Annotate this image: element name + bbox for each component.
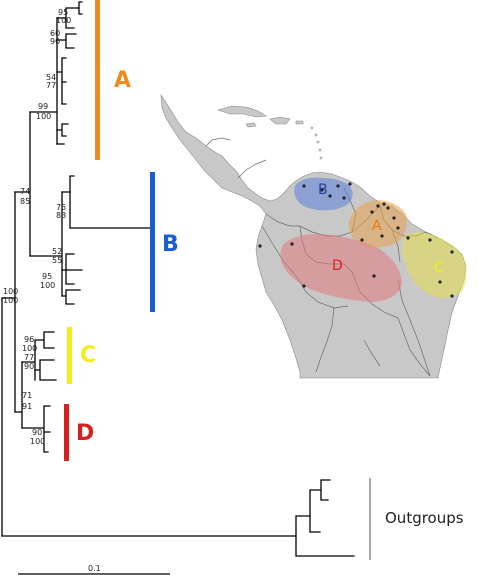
support-label: 95 — [58, 8, 68, 17]
support-label: 85 — [20, 197, 30, 206]
support-label: 90 — [24, 362, 34, 371]
clade-label-a: A — [114, 68, 131, 93]
scale-bar-label: 0.1 — [88, 564, 101, 573]
support-label: 83 — [56, 211, 66, 220]
map-island-cuba — [216, 105, 267, 118]
map-island-hispaniola — [269, 116, 291, 125]
map-label-d: D — [332, 258, 343, 274]
clade-bar-b — [150, 172, 155, 312]
region-c — [402, 232, 467, 299]
support-label: 71 — [22, 391, 32, 400]
phylogenetic-tree — [1, 1, 355, 557]
south-america-map: B A C D — [160, 93, 467, 379]
outgroups-label: Outgroups — [385, 509, 464, 527]
support-values: 95 100 60 90 54 77 99 100 74 85 75 83 52… — [3, 8, 71, 446]
map-label-a: A — [372, 218, 382, 234]
map-island-jamaica — [245, 122, 257, 128]
map-island-puertorico — [295, 120, 304, 125]
support-label: 60 — [50, 29, 60, 38]
sample-points — [258, 182, 454, 298]
clade-label-b: B — [162, 232, 179, 257]
support-label: 100 — [22, 344, 37, 353]
support-label: 99 — [38, 102, 48, 111]
support-label: 52 — [52, 247, 62, 256]
clade-label-c: C — [80, 343, 96, 368]
support-label: 90 — [50, 37, 60, 46]
support-label: 100 — [36, 112, 51, 121]
clade-bar-c — [67, 327, 72, 384]
support-label: 75 — [56, 203, 66, 212]
clade-label-d: D — [76, 421, 94, 446]
support-label: 90 — [32, 428, 42, 437]
support-label: 77 — [24, 353, 34, 362]
support-label: 54 — [46, 73, 56, 82]
map-label-b: B — [318, 182, 328, 198]
region-a — [348, 200, 407, 248]
support-label: 77 — [46, 81, 56, 90]
map-label-c: C — [434, 260, 444, 276]
scale-bar: 0.1 — [18, 564, 170, 575]
clade-bar-d — [64, 404, 69, 461]
support-label: 55 — [52, 256, 62, 265]
support-label: 100 — [3, 287, 18, 296]
support-label: 91 — [22, 402, 32, 411]
support-label: 100 — [56, 16, 71, 25]
support-label: 100 — [3, 296, 18, 305]
support-label: 100 — [40, 281, 55, 290]
clade-bar-a — [95, 0, 100, 160]
map-lesser-antilles — [310, 126, 323, 160]
region-d — [280, 234, 402, 302]
support-label: 96 — [24, 335, 34, 344]
support-label: 100 — [30, 437, 45, 446]
support-label: 95 — [42, 272, 52, 281]
support-label: 74 — [20, 187, 30, 196]
